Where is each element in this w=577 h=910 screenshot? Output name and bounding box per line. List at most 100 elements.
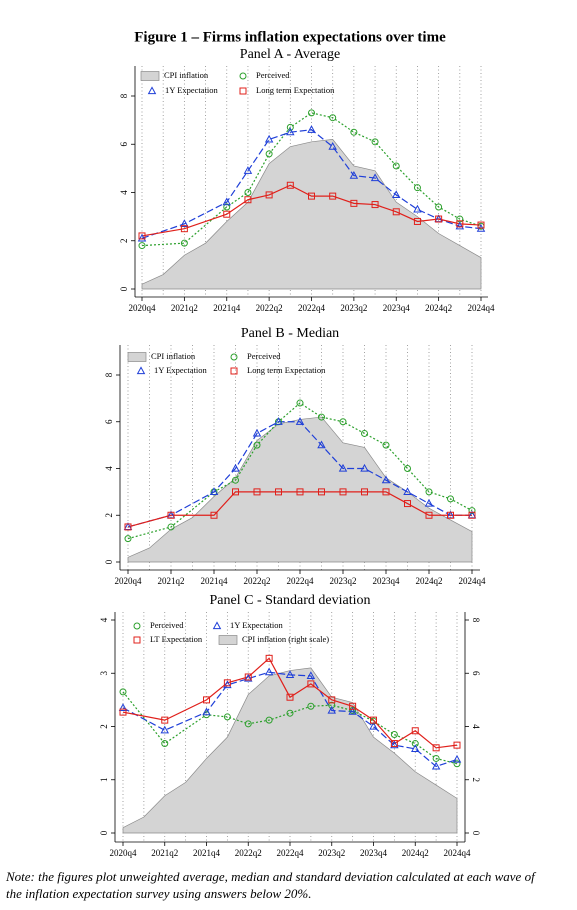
data-point (360, 463, 369, 472)
data-point (350, 128, 358, 136)
data-point (435, 215, 443, 223)
x-tick-label: 2024q2 (402, 848, 429, 858)
data-point (275, 488, 282, 496)
legend-label: Long term Expectation (247, 365, 326, 375)
legend-marker (212, 621, 222, 630)
data-point (392, 162, 400, 170)
data-point (161, 716, 169, 724)
x-tick-label: 2021q2 (171, 303, 198, 313)
legend-label: Long term Expectation (256, 85, 335, 95)
data-point (477, 221, 485, 229)
data-point (328, 701, 336, 709)
data-point (338, 463, 348, 472)
legend-swatch (218, 635, 238, 645)
data-point (308, 109, 315, 117)
panel-title: Panel A - Average (240, 47, 340, 62)
x-tick-label: 2024q2 (425, 303, 452, 313)
data-point (265, 150, 273, 158)
x-tick-label: 2020q4 (129, 303, 157, 313)
data-point (124, 535, 132, 543)
data-point (456, 220, 464, 228)
data-point (382, 441, 390, 449)
data-point (329, 114, 337, 122)
x-tick-label: 2023q4 (360, 848, 388, 858)
data-point (390, 740, 398, 748)
data-point (232, 476, 239, 484)
data-point (210, 511, 218, 519)
x-tick-label: 2021q4 (193, 848, 221, 858)
legend-marker (239, 87, 247, 95)
data-point (447, 495, 454, 503)
legend-label: CPI inflation (right scale) (242, 634, 329, 644)
data-point (350, 199, 358, 207)
series-line (122, 657, 458, 749)
data-point (307, 680, 315, 688)
data-point (390, 730, 398, 738)
x-tick-label: 2022q2 (256, 303, 283, 313)
data-point (329, 192, 337, 200)
x-tick-label: 2021q4 (201, 576, 229, 586)
y-tick-label: 4 (99, 617, 109, 622)
data-point (382, 488, 390, 496)
legend-marker (136, 366, 146, 375)
x-tick-label: 2022q4 (298, 303, 326, 313)
legend-label: Perceived (247, 351, 281, 361)
x-tick-label: 2020q4 (115, 576, 143, 586)
data-point (231, 463, 240, 472)
data-point (265, 654, 273, 662)
data-point (209, 487, 219, 495)
data-point (361, 429, 368, 437)
series-line (127, 421, 472, 528)
x-tick-label: 2021q2 (158, 576, 185, 586)
data-point (371, 201, 379, 209)
x-tick-label: 2022q2 (244, 576, 271, 586)
data-point (403, 487, 412, 495)
data-point (453, 760, 461, 768)
series-line (122, 691, 458, 765)
data-point (411, 727, 419, 735)
legend-label: Perceived (256, 70, 290, 80)
legend-marker (230, 353, 238, 361)
data-point (413, 204, 422, 213)
cpi-area (122, 667, 458, 834)
y-tick-label: 8 (104, 372, 114, 377)
data-point (244, 673, 252, 681)
data-point (223, 713, 231, 721)
data-point (361, 488, 368, 496)
data-point (468, 507, 476, 515)
data-point (296, 399, 304, 407)
data-point (244, 196, 252, 204)
x-tick-label: 2024q2 (416, 576, 443, 586)
data-point (167, 511, 175, 519)
data-point (307, 125, 316, 133)
data-point (265, 191, 273, 199)
data-point (252, 428, 262, 437)
x-tick-label: 2023q4 (373, 576, 401, 586)
data-point (348, 706, 357, 715)
data-point (286, 709, 294, 717)
y2-tick-label: 2 (471, 778, 481, 783)
data-point (160, 725, 169, 734)
series-line (141, 112, 482, 247)
data-point (138, 242, 146, 250)
data-point (425, 488, 433, 496)
data-point (404, 465, 411, 472)
data-point (202, 707, 211, 716)
data-point (339, 418, 347, 426)
y-tick-label: 6 (104, 419, 114, 424)
y-tick-label: 2 (104, 513, 114, 518)
data-point (318, 488, 325, 496)
data-point (137, 233, 147, 242)
data-point (447, 511, 454, 519)
data-point (318, 413, 325, 421)
legend-label: CPI inflation (151, 351, 196, 361)
data-point (203, 696, 210, 704)
data-point (223, 203, 231, 211)
y-tick-label: 4 (104, 466, 114, 471)
cpi-area (141, 139, 482, 290)
data-point (244, 189, 252, 196)
y2-tick-label: 4 (471, 724, 481, 729)
y-tick-label: 8 (119, 93, 129, 98)
data-point (286, 693, 294, 701)
